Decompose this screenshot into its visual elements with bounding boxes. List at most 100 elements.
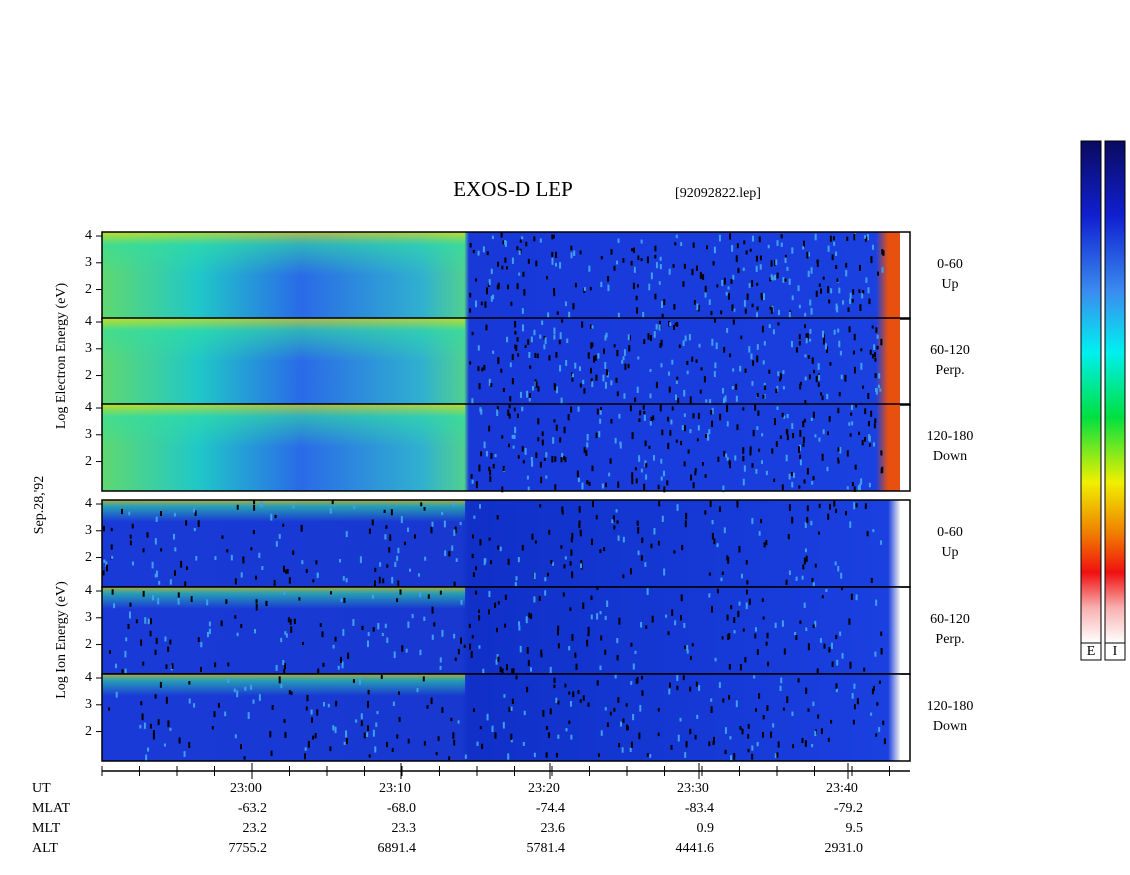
speckle <box>604 707 607 711</box>
speckle <box>602 374 605 382</box>
speckle <box>615 377 618 383</box>
speckle <box>803 418 806 423</box>
speckle <box>471 331 474 336</box>
speckle <box>696 303 699 311</box>
speckle <box>538 596 541 601</box>
y-tick-label: 4 <box>85 400 92 415</box>
speckle <box>806 505 809 512</box>
speckle <box>555 251 558 258</box>
speckle <box>755 468 758 474</box>
speckle <box>838 391 841 397</box>
speckle <box>152 730 155 737</box>
speckle <box>301 560 304 565</box>
speckle <box>575 663 578 670</box>
speckle <box>599 611 602 615</box>
speckle <box>587 626 590 634</box>
speckle <box>591 500 594 508</box>
speckle <box>488 609 491 615</box>
speckle <box>273 579 276 586</box>
speckle <box>795 576 798 581</box>
speckle <box>214 556 217 561</box>
speckle <box>638 732 641 740</box>
speckle <box>529 365 532 369</box>
speckle <box>607 276 610 282</box>
speckle <box>316 709 319 716</box>
speckle <box>457 720 460 724</box>
speckle <box>776 406 779 410</box>
speckle <box>519 391 522 398</box>
speckle <box>327 703 330 708</box>
speckle <box>724 749 727 755</box>
speckle <box>496 406 499 411</box>
speckle <box>674 322 677 326</box>
speckle <box>366 732 369 737</box>
speckle <box>510 739 513 743</box>
speckle <box>798 341 801 346</box>
speckle <box>472 708 475 712</box>
speckle <box>499 546 502 552</box>
speckle <box>375 722 378 727</box>
speckle <box>515 576 518 581</box>
speckle <box>368 754 371 758</box>
speckle <box>736 243 739 249</box>
speckle <box>517 353 520 357</box>
panel-label: Up <box>941 277 958 292</box>
speckle <box>221 535 224 539</box>
speckle <box>155 516 158 522</box>
speckle <box>805 687 808 694</box>
speckle <box>657 732 660 737</box>
speckle <box>226 549 229 553</box>
speckle <box>774 753 777 758</box>
speckle <box>454 526 457 534</box>
speckle <box>636 386 639 393</box>
speckle <box>596 587 599 591</box>
speckle <box>280 637 283 643</box>
speckle <box>553 327 556 335</box>
speckle <box>579 530 582 534</box>
speckle <box>741 728 744 735</box>
speckle <box>866 234 869 241</box>
speckle <box>762 616 765 620</box>
speckle <box>577 477 580 483</box>
speckle <box>534 540 537 544</box>
speckle <box>377 622 380 630</box>
speckle <box>742 447 745 454</box>
speckle <box>616 638 619 644</box>
speckle <box>672 264 675 268</box>
speckle <box>866 531 869 537</box>
speckle <box>802 246 805 250</box>
y-tick-label: 3 <box>85 255 92 270</box>
speckle <box>660 458 663 464</box>
speckle <box>725 291 728 296</box>
speckle <box>875 327 878 333</box>
speckle <box>253 504 256 511</box>
speckle <box>759 255 762 261</box>
colorbar-label: I <box>1113 644 1118 659</box>
speckle <box>345 578 348 583</box>
speckle <box>305 569 308 573</box>
speckle <box>671 359 674 365</box>
speckle <box>770 260 773 267</box>
speckle <box>881 466 884 473</box>
speckle <box>816 259 819 267</box>
ephemeris-value: 9.5 <box>846 821 864 836</box>
speckle <box>805 627 808 632</box>
speckle <box>725 453 728 458</box>
speckle <box>563 455 566 461</box>
speckle <box>775 441 778 447</box>
speckle <box>824 343 827 350</box>
speckle <box>543 336 546 340</box>
speckle <box>594 354 597 361</box>
speckle <box>152 733 155 740</box>
speckle <box>835 683 838 690</box>
speckle <box>797 285 800 292</box>
speckle <box>548 732 551 738</box>
speckle <box>822 429 825 435</box>
speckle <box>653 528 656 535</box>
speckle <box>858 264 861 271</box>
speckle <box>643 414 646 421</box>
speckle <box>590 378 593 384</box>
speckle <box>551 455 554 463</box>
speckle <box>160 548 163 552</box>
speckle <box>574 282 577 288</box>
